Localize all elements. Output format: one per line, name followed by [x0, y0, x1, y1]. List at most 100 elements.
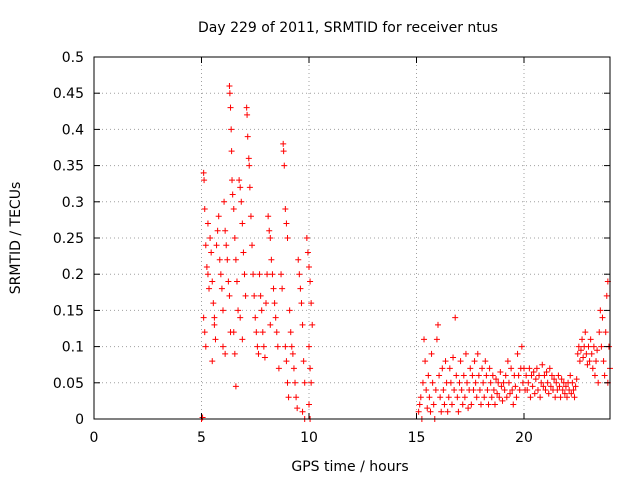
- data-point: [416, 401, 423, 408]
- data-point: [301, 379, 308, 386]
- data-point: [441, 401, 448, 408]
- data-point: [539, 361, 546, 368]
- data-point: [599, 314, 606, 321]
- data-point: [457, 358, 464, 365]
- x-tick-labels: 0 5 10 15 20: [90, 430, 533, 446]
- data-point: [226, 292, 233, 299]
- data-point: [230, 329, 237, 336]
- data-point: [600, 358, 607, 365]
- data-point: [229, 177, 236, 184]
- data-point: [306, 263, 312, 270]
- data-point: [455, 408, 462, 415]
- chart-title: Day 229 of 2011, SRMTID for receiver ntu…: [198, 20, 498, 36]
- data-point: [283, 220, 290, 227]
- data-point: [224, 256, 231, 263]
- data-point: [240, 249, 247, 256]
- data-point: [281, 162, 288, 169]
- x-tick-label: 0: [90, 430, 99, 446]
- data-point: [585, 343, 592, 350]
- data-point: [419, 379, 426, 386]
- y-tick-label: 0.1: [62, 340, 84, 356]
- data-point: [251, 292, 258, 299]
- data-point: [570, 387, 577, 394]
- data-point: [583, 350, 590, 357]
- data-point: [485, 401, 492, 408]
- data-point: [268, 256, 275, 263]
- data-point: [267, 321, 274, 328]
- data-point: [210, 300, 217, 307]
- data-point: [470, 387, 477, 394]
- data-point: [590, 343, 597, 350]
- data-point: [436, 372, 443, 379]
- data-point: [488, 394, 495, 401]
- y-tick-label: 0.15: [53, 303, 84, 319]
- data-point: [546, 365, 553, 372]
- data-point: [439, 365, 446, 372]
- y-tick-label: 0.35: [53, 159, 84, 175]
- data-point: [267, 235, 274, 241]
- data-point: [437, 394, 444, 401]
- data-point: [421, 336, 428, 343]
- data-point: [202, 242, 209, 249]
- data-point: [558, 376, 565, 383]
- data-point: [236, 177, 243, 184]
- data-point: [476, 387, 483, 394]
- data-point: [450, 354, 457, 361]
- data-point: [293, 394, 300, 401]
- data-point: [257, 292, 264, 299]
- data-point: [475, 372, 482, 379]
- data-point: [481, 394, 488, 401]
- data-point: [211, 321, 218, 328]
- tick-layer: [93, 56, 610, 420]
- data-point: [459, 401, 466, 408]
- data-point: [536, 372, 543, 379]
- y-axis-label: SRMTID / TECUs: [8, 182, 24, 295]
- data-point: [274, 343, 281, 350]
- data-point: [254, 343, 261, 350]
- y-tick-label: 0.05: [53, 376, 84, 392]
- data-point: [483, 372, 490, 379]
- data-point: [226, 90, 233, 97]
- data-point: [309, 321, 316, 328]
- data-point: [260, 343, 267, 350]
- data-point: [256, 271, 263, 278]
- y-tick-label: 0.4: [62, 122, 84, 138]
- data-point: [243, 104, 250, 111]
- data-point: [306, 401, 312, 408]
- data-point: [265, 213, 272, 220]
- data-point: [577, 347, 584, 354]
- data-point: [415, 408, 422, 415]
- data-point: [280, 148, 287, 155]
- data-point: [231, 235, 238, 241]
- data-point: [502, 372, 509, 379]
- data-point: [423, 387, 430, 394]
- data-point: [200, 169, 207, 176]
- data-point: [292, 379, 299, 386]
- data-point: [541, 372, 548, 379]
- data-point: [540, 383, 547, 390]
- data-point: [200, 314, 207, 321]
- data-point: [548, 372, 555, 379]
- data-point: [474, 350, 481, 357]
- data-point: [497, 368, 504, 375]
- data-point: [252, 314, 259, 321]
- data-point: [290, 365, 297, 372]
- y-tick-label: 0.45: [53, 86, 84, 102]
- data-point: [552, 394, 559, 401]
- data-point: [440, 387, 447, 394]
- data-point: [289, 350, 296, 357]
- data-point: [227, 104, 234, 111]
- data-point: [515, 372, 522, 379]
- data-point: [286, 307, 293, 314]
- data-point: [220, 307, 226, 314]
- y-tick-label: 0.5: [62, 50, 84, 66]
- data-point: [433, 336, 440, 343]
- data-point: [602, 329, 609, 336]
- data-point: [435, 321, 441, 328]
- data-point: [533, 365, 540, 372]
- data-point: [209, 358, 216, 365]
- data-point: [500, 379, 507, 386]
- data-point: [250, 271, 257, 278]
- data-point: [498, 383, 505, 390]
